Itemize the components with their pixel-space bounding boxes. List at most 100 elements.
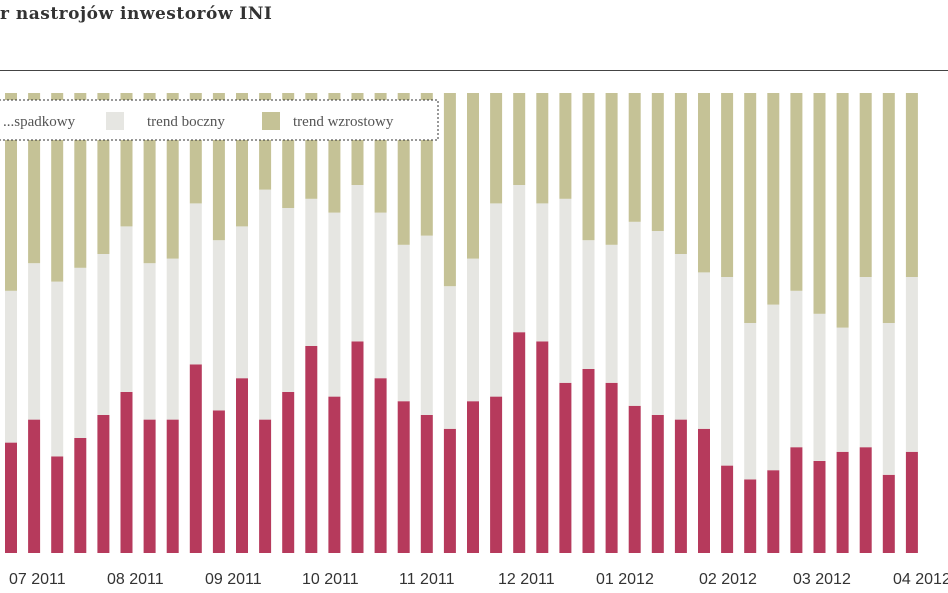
bar-segment-down (166, 419, 179, 553)
bar-segment-down (698, 428, 710, 553)
bar-segment-sideways (397, 244, 410, 402)
bar-segment-sideways (698, 272, 710, 429)
bar-segment-down (420, 415, 433, 553)
bar-segment-up (651, 93, 664, 231)
bar-segment-sideways (721, 277, 734, 466)
legend-box (0, 99, 439, 141)
bar-segment-sideways (351, 185, 364, 342)
bar-segment-down (120, 392, 133, 553)
bar-segment-sideways (374, 212, 387, 379)
x-tick-label: 01 2012 (596, 571, 654, 588)
bar-segment-sideways (674, 254, 687, 420)
bar-segment-sideways (120, 226, 133, 392)
title-rule (0, 70, 948, 71)
bar-segment-sideways (282, 208, 295, 392)
bar-segment-sideways (143, 263, 156, 420)
bar-segment-up (859, 93, 872, 277)
legend-label-down: ...spadkowy (3, 114, 76, 130)
bar-segment-up (905, 93, 918, 277)
bar-segment-sideways (420, 235, 433, 415)
bar-segment-up (5, 93, 17, 291)
bar-segment-down (51, 456, 64, 553)
bar-segment-up (443, 93, 456, 287)
bar-segment-up (490, 93, 503, 204)
bar-segment-sideways (651, 231, 664, 415)
bar-segment-sideways (605, 244, 618, 383)
bars-group (5, 93, 918, 553)
bar-segment-down (882, 474, 895, 553)
bar-segment-sideways (259, 189, 272, 420)
bar-segment-down (674, 419, 687, 553)
bar-segment-sideways (813, 313, 826, 461)
bar-segment-up (674, 93, 687, 254)
x-tick-label: 03 2012 (793, 571, 851, 588)
x-axis-ticks: 07 2011 08 2011 09 2011 10 2011 11 2011 12 20… (9, 571, 948, 588)
bar-segment-sideways (490, 203, 503, 397)
bar-segment-sideways (97, 254, 110, 415)
bar-segment-up (628, 93, 641, 222)
bar-segment-sideways (836, 327, 849, 452)
bar-segment-down (651, 415, 664, 553)
x-tick-label: 10 2011 (302, 571, 359, 588)
bar-segment-sideways (212, 240, 225, 411)
x-tick-label: 09 2011 (205, 571, 262, 588)
bar-segment-sideways (882, 323, 895, 475)
bar-segment-up (582, 93, 595, 241)
bar-segment-sideways (328, 212, 341, 397)
bar-segment-down (397, 401, 410, 553)
bar-segment-down (559, 382, 572, 553)
chart-title: r nastrojów inwestorów INI (0, 4, 273, 24)
bar-segment-up (744, 93, 757, 323)
bar-segment-sideways (305, 198, 318, 346)
bar-segment-down (536, 341, 549, 553)
bar-segment-sideways (905, 277, 918, 452)
bar-segment-down (443, 428, 456, 553)
bar-segment-sideways (536, 203, 549, 342)
bar-segment-down (605, 382, 618, 553)
bar-segment-down (97, 415, 110, 553)
x-tick-label: 04 2012 (893, 571, 948, 588)
bar-segment-down (189, 364, 202, 553)
bar-segment-down (5, 442, 17, 553)
bar-segment-down (905, 451, 918, 553)
bar-segment-sideways (51, 281, 64, 457)
bar-segment-down (305, 346, 318, 553)
bar-segment-sideways (744, 323, 757, 480)
bar-segment-sideways (467, 258, 479, 402)
bar-segment-down (744, 479, 757, 553)
bar-segment-up (790, 93, 803, 291)
bar-segment-sideways (582, 240, 595, 369)
bar-segment-sideways (5, 290, 17, 443)
x-tick-label: 02 2012 (699, 571, 757, 588)
bar-segment-sideways (790, 290, 803, 448)
bar-segment-down (721, 465, 734, 553)
legend-swatch-sideways (106, 112, 124, 130)
bar-segment-down (374, 378, 387, 553)
bar-segment-up (28, 93, 41, 264)
bar-segment-down (836, 451, 849, 553)
x-tick-label: 11 2011 (399, 571, 455, 588)
bar-segment-down (259, 419, 272, 553)
bar-segment-sideways (189, 203, 202, 365)
x-tick-label: 07 2011 (9, 571, 66, 588)
bar-segment-up (605, 93, 618, 245)
legend-label-sideways: trend boczny (147, 114, 225, 130)
bar-segment-down (351, 341, 364, 553)
bar-segment-down (490, 396, 503, 553)
bar-segment-sideways (236, 226, 248, 379)
bar-segment-up (698, 93, 710, 273)
bar-segment-up (467, 93, 479, 259)
legend-swatch-up (262, 112, 280, 130)
legend: ...spadkowy trend boczny trend wzrostowy (0, 99, 439, 141)
bar-segment-sideways (28, 263, 41, 420)
bar-segment-up (767, 93, 780, 305)
bar-segment-up (721, 93, 734, 277)
bar-segment-sideways (74, 267, 87, 438)
bar-segment-down (282, 392, 295, 553)
bar-segment-sideways (628, 221, 641, 406)
bar-segment-down (74, 438, 87, 553)
bar-segment-down (859, 447, 872, 553)
bar-segment-sideways (166, 258, 179, 420)
bar-segment-sideways (513, 185, 526, 333)
